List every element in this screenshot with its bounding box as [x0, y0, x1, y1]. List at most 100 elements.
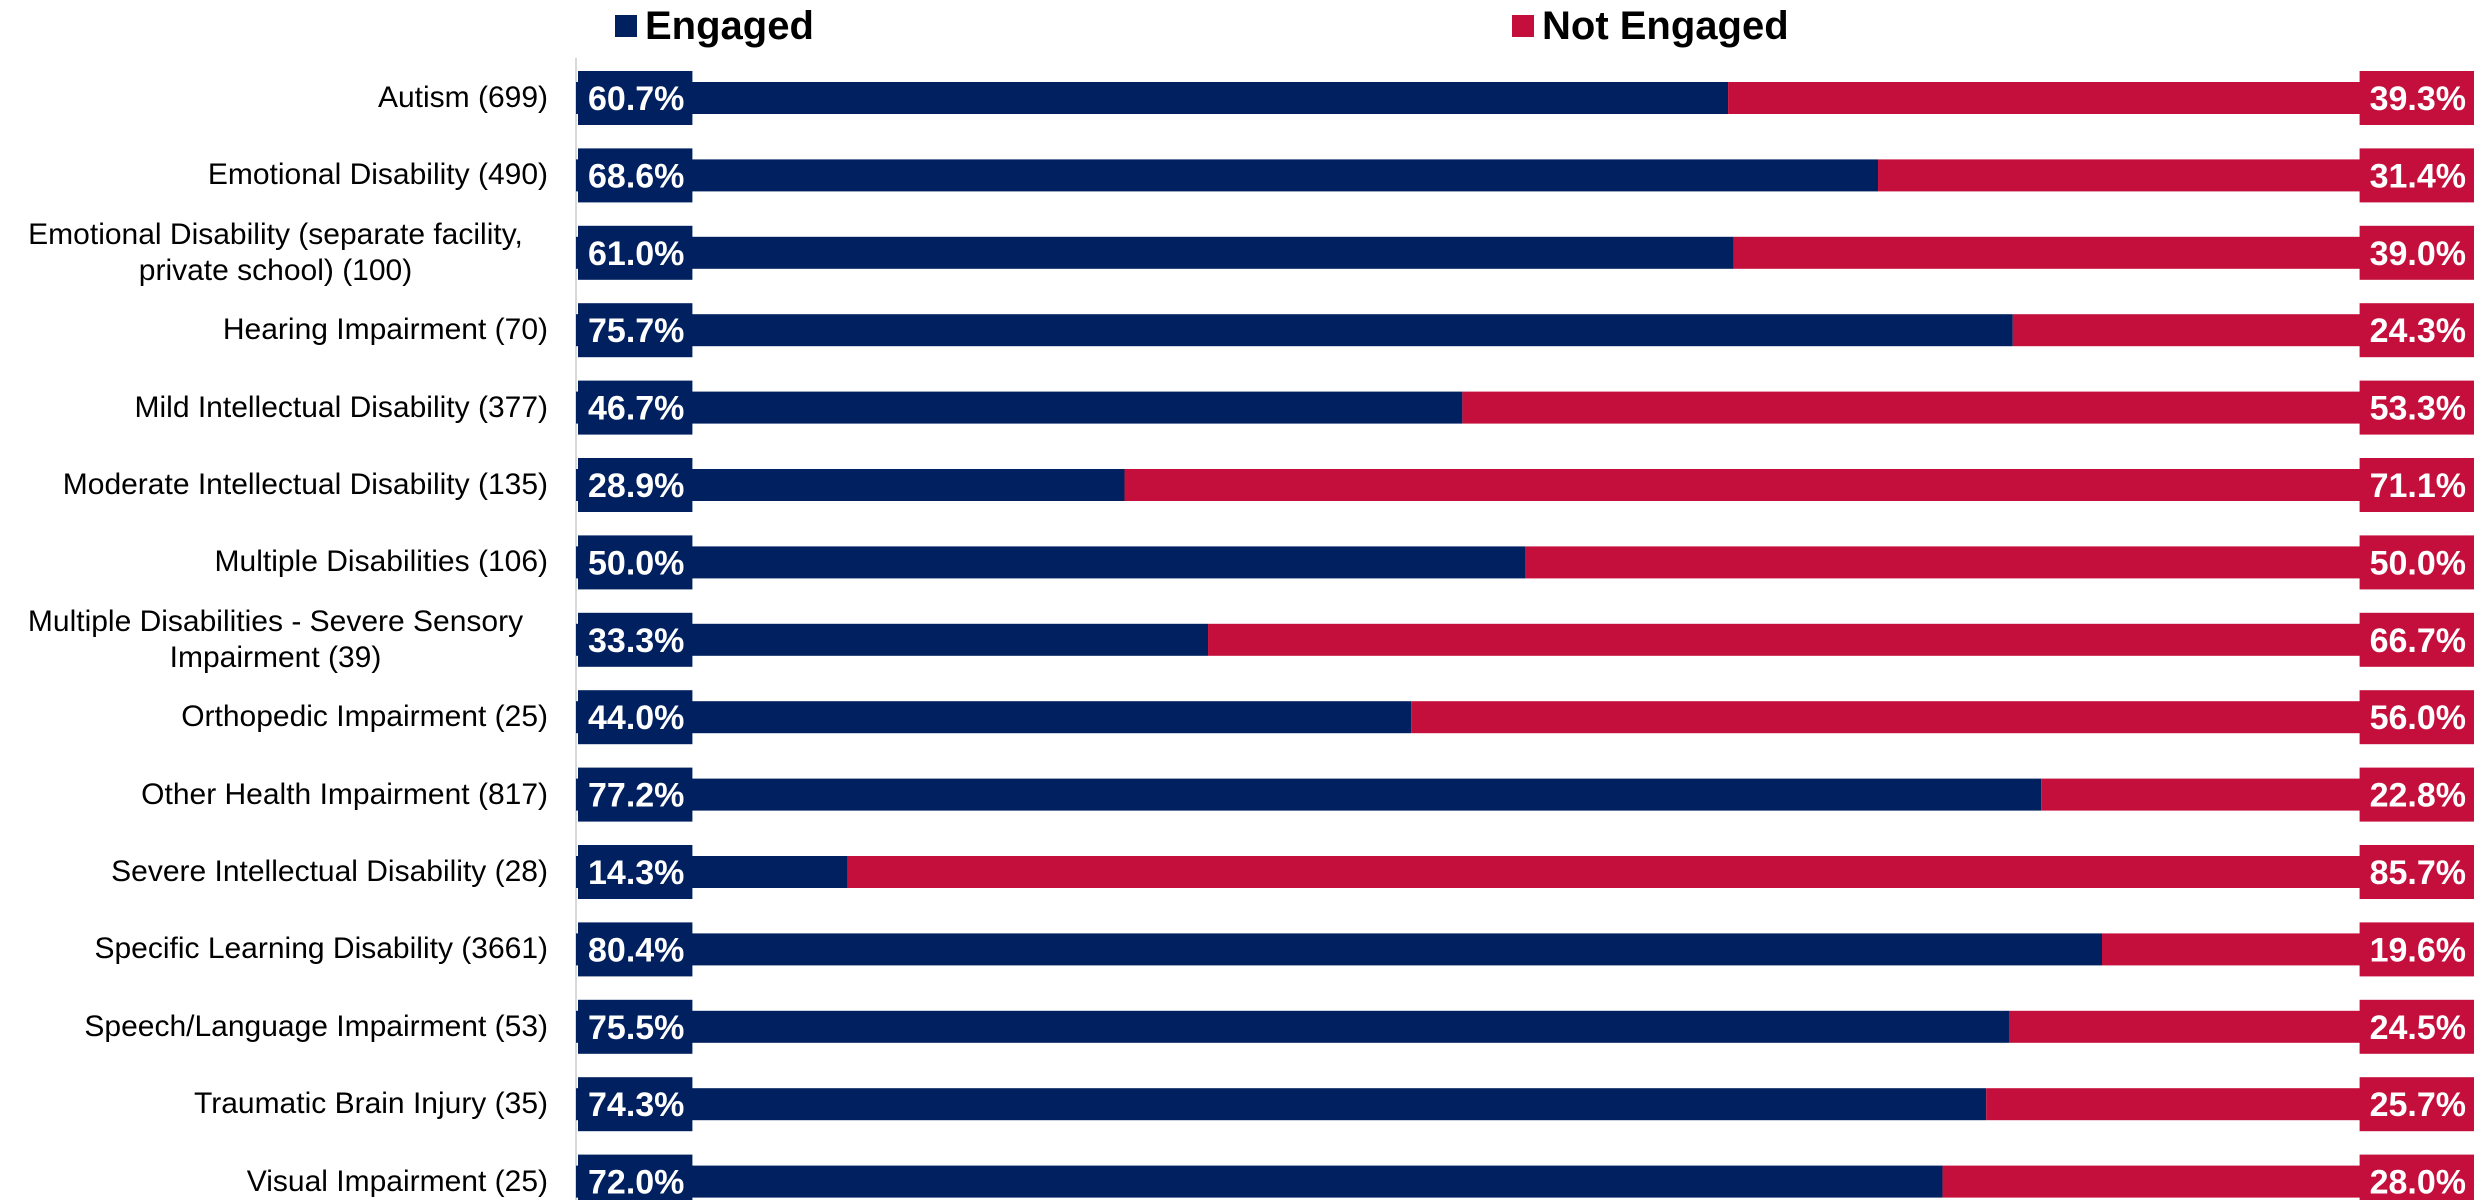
bar-segment: [847, 856, 2474, 888]
value-label: 53.3%: [2370, 390, 2466, 428]
bar-segment: [1411, 701, 2474, 734]
category-label: Emotional Disability (separate facility,…: [28, 217, 523, 287]
bar-segment: [576, 546, 1525, 579]
value-label: 50.0%: [588, 544, 684, 582]
value-label: 77.2%: [588, 777, 684, 815]
bar-segment: [1462, 391, 2474, 424]
value-label-bg: [578, 380, 693, 435]
bar-segment: [576, 314, 2013, 347]
value-label-bg: [2359, 612, 2474, 667]
value-label: 74.3%: [588, 1086, 684, 1124]
category-label-box: Traumatic Brain Injury (35): [194, 1086, 548, 1122]
value-label-bg: [2359, 690, 2474, 745]
category-label: Speech/Language Impairment (53): [84, 1009, 548, 1043]
bar-segment: [576, 1010, 2009, 1043]
category-label-box: Other Health Impairment (817): [141, 777, 548, 813]
value-label: 14.3%: [588, 854, 684, 892]
value-label-bg: [578, 612, 693, 667]
category-label: Hearing Impairment (70): [222, 313, 548, 347]
value-label: 71.1%: [2370, 467, 2466, 505]
value-label: 50.0%: [2370, 544, 2466, 582]
category-label-box: Mild Intellectual Disability (377): [135, 390, 549, 426]
value-label-bg: [578, 303, 693, 358]
value-label-bg: [2359, 148, 2474, 203]
value-label: 39.0%: [2370, 235, 2466, 273]
category-label-box: Severe Intellectual Disability (28): [111, 854, 548, 890]
value-label-bg: [2359, 535, 2474, 590]
category-label: Orthopedic Impairment (25): [181, 700, 548, 734]
legend-swatch: [1512, 15, 1534, 37]
value-label-bg: [2359, 303, 2474, 358]
value-label-bg: [2359, 1154, 2474, 1200]
value-label-bg: [578, 535, 693, 590]
bar-segment: [1728, 82, 2474, 114]
category-label: Moderate Intellectual Disability (135): [62, 468, 548, 501]
value-label-bg: [578, 148, 693, 203]
value-label-bg: [2359, 225, 2474, 280]
value-label-bg: [2359, 458, 2474, 512]
bar-segment: [1733, 236, 2474, 269]
category-label: Traumatic Brain Injury (35): [194, 1087, 548, 1121]
value-label-bg: [578, 458, 693, 512]
value-label-bg: [578, 71, 693, 125]
value-label: 39.3%: [2370, 80, 2466, 118]
bar-segment: [576, 391, 1463, 424]
value-label-bg: [2359, 845, 2474, 899]
value-label: 22.8%: [2370, 777, 2466, 815]
value-label-bg: [578, 767, 693, 822]
value-label: 66.7%: [2370, 622, 2466, 660]
value-label-bg: [2359, 71, 2474, 125]
category-label: Other Health Impairment (817): [141, 777, 548, 811]
category-label-box: Multiple Disabilities (106): [215, 544, 548, 580]
category-label: Severe Intellectual Disability (28): [111, 855, 548, 888]
legend-label: Engaged: [645, 4, 814, 48]
value-label: 28.0%: [2370, 1164, 2466, 1200]
value-label: 46.7%: [588, 390, 684, 428]
category-label-box: Specific Learning Disability (3661): [94, 931, 548, 967]
legend-swatch: [615, 15, 637, 37]
value-label: 68.6%: [588, 157, 684, 195]
bar-segment: [576, 701, 1412, 734]
value-label: 60.7%: [588, 80, 684, 118]
value-label: 33.3%: [588, 622, 684, 660]
value-label: 28.9%: [588, 467, 684, 505]
bar-segment: [576, 82, 1729, 114]
value-label: 75.7%: [588, 312, 684, 350]
value-label-bg: [578, 690, 693, 745]
bar-segment: [1208, 623, 2474, 656]
value-label-bg: [578, 1154, 693, 1200]
value-label-bg: [2359, 1077, 2474, 1132]
category-label-box: Emotional Disability (separate facility,…: [3, 217, 548, 289]
category-label-box: Speech/Language Impairment (53): [84, 1009, 548, 1045]
category-label: Autism (699): [377, 81, 548, 114]
bar-segment: [576, 1088, 1987, 1121]
value-label-bg: [578, 999, 693, 1054]
value-label-bg: [578, 845, 693, 899]
value-label-bg: [578, 1077, 693, 1132]
bar-segment: [576, 1165, 1943, 1198]
value-label-bg: [2359, 767, 2474, 822]
value-label-bg: [2359, 999, 2474, 1054]
bar-segment: [576, 236, 1734, 269]
category-label: Multiple Disabilities - Severe Sensory I…: [27, 604, 524, 674]
category-label: Mild Intellectual Disability (377): [134, 390, 549, 424]
category-label-box: Multiple Disabilities - Severe Sensory I…: [3, 604, 548, 676]
category-label-box: Visual Impairment (25): [247, 1164, 548, 1200]
value-label: 61.0%: [588, 235, 684, 273]
value-label: 19.6%: [2370, 931, 2466, 969]
category-label-box: Emotional Disability (490): [208, 157, 548, 193]
value-label: 44.0%: [588, 699, 684, 737]
value-label: 24.3%: [2370, 312, 2466, 350]
legend-label: Not Engaged: [1542, 4, 1789, 48]
category-label: Visual Impairment (25): [246, 1164, 548, 1198]
value-label: 56.0%: [2370, 699, 2466, 737]
category-label-box: Moderate Intellectual Disability (135): [63, 467, 548, 503]
bar-segment: [576, 933, 2102, 966]
category-label: Emotional Disability (490): [207, 158, 548, 192]
category-label-box: Orthopedic Impairment (25): [181, 699, 548, 735]
bar-segment: [576, 778, 2042, 811]
value-label-bg: [578, 922, 693, 977]
value-label: 80.4%: [588, 931, 684, 969]
